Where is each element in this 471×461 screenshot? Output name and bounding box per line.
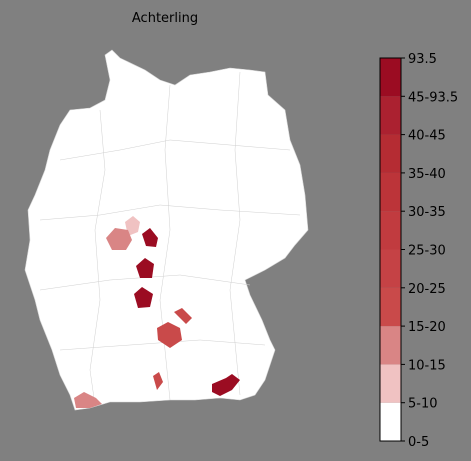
region [125, 216, 140, 236]
colorbar-segment [380, 211, 401, 250]
region [74, 392, 102, 408]
region [212, 374, 240, 396]
region [174, 308, 192, 324]
colorbar-frame [379, 57, 402, 442]
colorbar-label: 30-35 [408, 205, 446, 220]
colorbar-segment [380, 287, 401, 327]
colorbar-label: 40-45 [408, 129, 446, 144]
colorbar-label: 0-5 [408, 435, 429, 450]
region [136, 258, 154, 278]
colorbar-label: 35-40 [408, 167, 446, 182]
country-outline [24, 49, 309, 411]
colorbar-label: 93.5 [408, 52, 437, 67]
colorbar-label: 25-30 [408, 244, 446, 259]
colorbar-segment [380, 134, 401, 173]
colorbar-segment [380, 58, 401, 97]
district-borders [39, 71, 301, 406]
region [142, 228, 158, 247]
region [157, 322, 182, 348]
colorbar-label: 45-93.5 [408, 90, 458, 105]
colorbar-segment [380, 402, 401, 441]
germany-map [24, 49, 309, 411]
colorbar-label: 10-15 [408, 358, 446, 373]
colorbar-segment [380, 172, 401, 212]
region [134, 287, 153, 308]
colorbar-label: 20-25 [408, 282, 446, 297]
colorbar-segment [380, 326, 401, 365]
region [106, 228, 132, 250]
map-title: Achterling [132, 11, 198, 26]
colorbar: 0-5 5-10 10-15 15-20 20-25 25-30 30-35 35-40 40-… [379, 52, 458, 450]
colorbar-segment [380, 364, 401, 403]
colorbar-segment [380, 249, 401, 288]
region [153, 372, 163, 390]
colorbar-label: 15-20 [408, 320, 446, 335]
colorbar-label: 5-10 [408, 397, 438, 412]
colorbar-segment [380, 96, 401, 135]
